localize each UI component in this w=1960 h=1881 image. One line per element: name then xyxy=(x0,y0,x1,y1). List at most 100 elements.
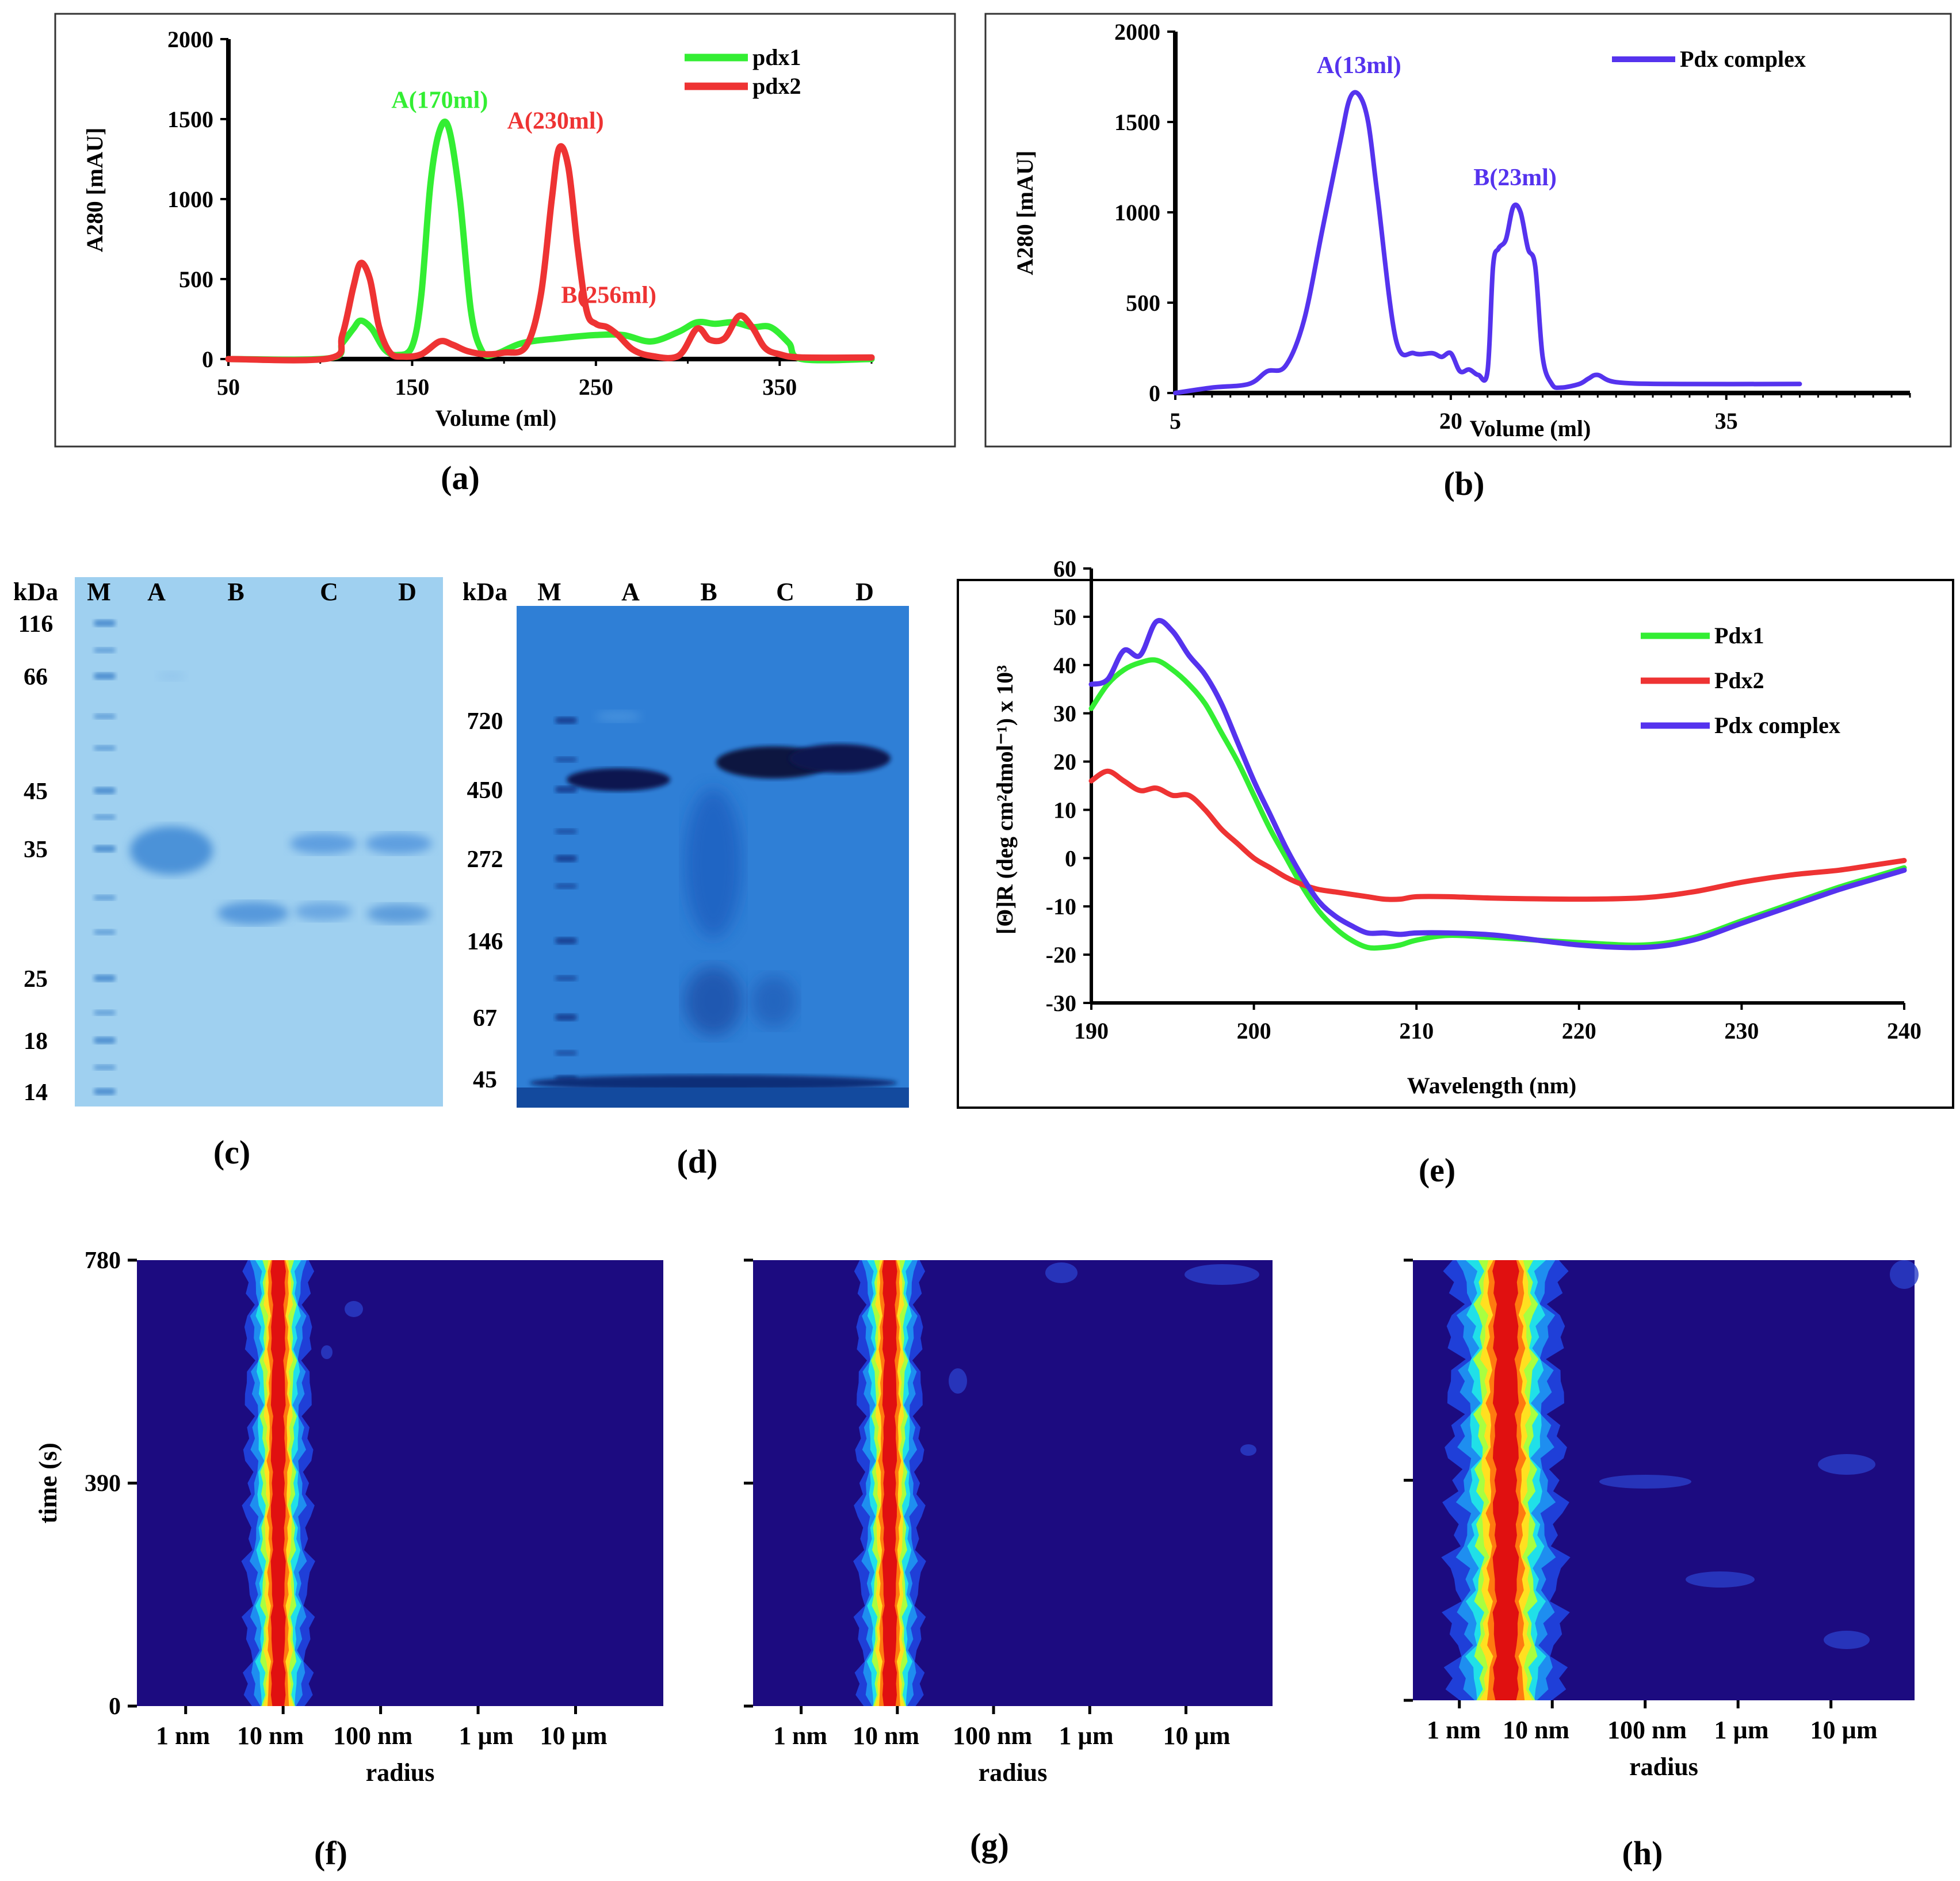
x-tick-label: 35 xyxy=(1715,408,1738,434)
y-tick-label: -10 xyxy=(1046,894,1076,919)
y-tick-label: 1000 xyxy=(167,186,213,212)
heatmap-blob xyxy=(345,1301,363,1317)
panel-label-e: (e) xyxy=(1419,1151,1455,1189)
ladder-band xyxy=(555,937,577,944)
y-tick-label: 1500 xyxy=(1114,109,1160,135)
y-tick-label: 50 xyxy=(1053,604,1076,630)
y-tick-label: 2000 xyxy=(1114,19,1160,45)
gel-lane-label: D xyxy=(855,578,874,606)
ladder-band xyxy=(94,714,116,719)
protein-band xyxy=(217,902,289,925)
gel-marker-label: 35 xyxy=(24,837,48,863)
y-tick-label: 500 xyxy=(1126,290,1160,316)
x-axis-label: Volume (ml) xyxy=(1470,415,1591,441)
y-axis-label: [Θ]R (deg cm²dmol⁻¹) x 10³ xyxy=(992,665,1018,934)
y-tick-label: 1000 xyxy=(1114,200,1160,226)
x-tick-label: 1 µm xyxy=(459,1722,513,1750)
x-tick-label: 10 nm xyxy=(1503,1716,1569,1744)
heatmap-blob xyxy=(1045,1262,1078,1283)
gel-d: kDa M A B C D 720 450 272 146 67 45 xyxy=(463,578,909,1108)
panel-label-a: (a) xyxy=(441,459,480,497)
x-axis-label: Wavelength (nm) xyxy=(1407,1073,1576,1098)
y-axis-label: time (s) xyxy=(34,1443,62,1524)
x-axis-label: radius xyxy=(1629,1753,1698,1781)
y-tick-label: 30 xyxy=(1053,701,1076,727)
gel-marker-label: 14 xyxy=(24,1079,48,1106)
y-tick-label: 2000 xyxy=(167,26,213,52)
series-line-pdx-complex xyxy=(1088,618,1907,951)
heatmap-g: 1 nm 10 nm 100 nm 1 µm 10 µm radius xyxy=(744,1258,1273,1787)
x-tick-label: 5 xyxy=(1170,408,1181,434)
heatmap-background xyxy=(137,1260,663,1706)
x-tick-label: 190 xyxy=(1074,1018,1109,1044)
gel-lane-label: A xyxy=(621,578,640,606)
x-tick-label: 10 nm xyxy=(853,1722,919,1750)
protein-band xyxy=(365,833,432,854)
heatmap-f: 0 390 780 1 nm 10 nm 100 nm 1 µm 10 µm radius tim… xyxy=(34,1247,663,1787)
gel-units-label: kDa xyxy=(463,578,507,606)
heatmap-blob xyxy=(1185,1264,1259,1285)
legend-label: Pdx complex xyxy=(1714,712,1840,738)
x-tick-label: 1 nm xyxy=(1427,1716,1481,1744)
heatmap-blob xyxy=(1818,1454,1875,1475)
y-tick-label: 10 xyxy=(1053,797,1076,823)
panel-label-b: (b) xyxy=(1444,465,1485,502)
ladder-band xyxy=(555,786,577,793)
x-tick-label: 250 xyxy=(579,374,613,400)
panel-b-frame xyxy=(984,13,1952,448)
ladder-band xyxy=(555,757,577,762)
x-tick-label: 100 nm xyxy=(953,1722,1032,1750)
panel-label-c: (c) xyxy=(213,1134,250,1171)
x-axis-label: radius xyxy=(366,1758,435,1787)
ladder-band xyxy=(555,975,577,981)
ladder-band xyxy=(555,855,577,862)
heatmap-blob xyxy=(321,1345,333,1359)
gel-marker-label: 66 xyxy=(24,664,48,690)
ladder-band xyxy=(94,1037,116,1044)
series-line-pdx2 xyxy=(225,143,875,364)
protein-band xyxy=(130,826,213,875)
x-tick-label: 10 µm xyxy=(540,1722,607,1750)
gel-units-label: kDa xyxy=(13,578,58,606)
heatmap-background xyxy=(753,1260,1273,1706)
gel-lane-label: C xyxy=(776,578,794,606)
chart-e: -30 -20 -10 0 10 20 30 40 50 60 190 200 210 220 230 240… xyxy=(992,556,1921,1098)
gel-lane-label: A xyxy=(147,578,166,606)
ladder-band xyxy=(94,1064,116,1070)
ladder-band xyxy=(94,1088,116,1095)
x-tick-label: 10 µm xyxy=(1163,1722,1230,1750)
ladder-band xyxy=(555,829,577,834)
peak-annotation: A(230ml) xyxy=(507,108,604,135)
x-tick-label: 200 xyxy=(1237,1018,1271,1044)
panel-e-frame xyxy=(957,579,1954,1109)
panel-label-h: (h) xyxy=(1622,1834,1663,1872)
ladder-band xyxy=(94,929,116,935)
ladder-band xyxy=(555,1014,577,1021)
heatmap-blob xyxy=(949,1368,967,1394)
y-tick-label: 390 xyxy=(85,1471,121,1497)
gel-marker-label: 25 xyxy=(24,966,48,993)
gel-lane-label: C xyxy=(320,578,338,606)
series-line-pdx2 xyxy=(1088,768,1907,902)
x-tick-label: 210 xyxy=(1399,1018,1434,1044)
x-tick-label: 350 xyxy=(762,374,797,400)
y-tick-label: 1500 xyxy=(167,106,213,132)
y-tick-label: 0 xyxy=(109,1693,121,1720)
x-tick-label: 20 xyxy=(1439,408,1462,434)
gel-marker-label: 45 xyxy=(24,779,48,805)
y-tick-label: 0 xyxy=(202,346,213,372)
panel-a-frame xyxy=(54,13,956,448)
legend-label: Pdx1 xyxy=(1714,623,1764,648)
protein-band xyxy=(685,788,742,938)
panel-label-f: (f) xyxy=(314,1834,347,1872)
peak-annotation: A(170ml) xyxy=(391,87,488,114)
protein-band xyxy=(751,975,797,1027)
y-tick-label: 40 xyxy=(1053,653,1076,678)
x-tick-label: 1 µm xyxy=(1714,1716,1768,1744)
heatmap-contour xyxy=(270,1260,286,1706)
gel-marker-label: 450 xyxy=(467,777,503,804)
y-tick-label: -30 xyxy=(1046,990,1076,1016)
y-axis-label: A280 [mAU] xyxy=(82,128,108,253)
protein-band xyxy=(157,671,186,681)
